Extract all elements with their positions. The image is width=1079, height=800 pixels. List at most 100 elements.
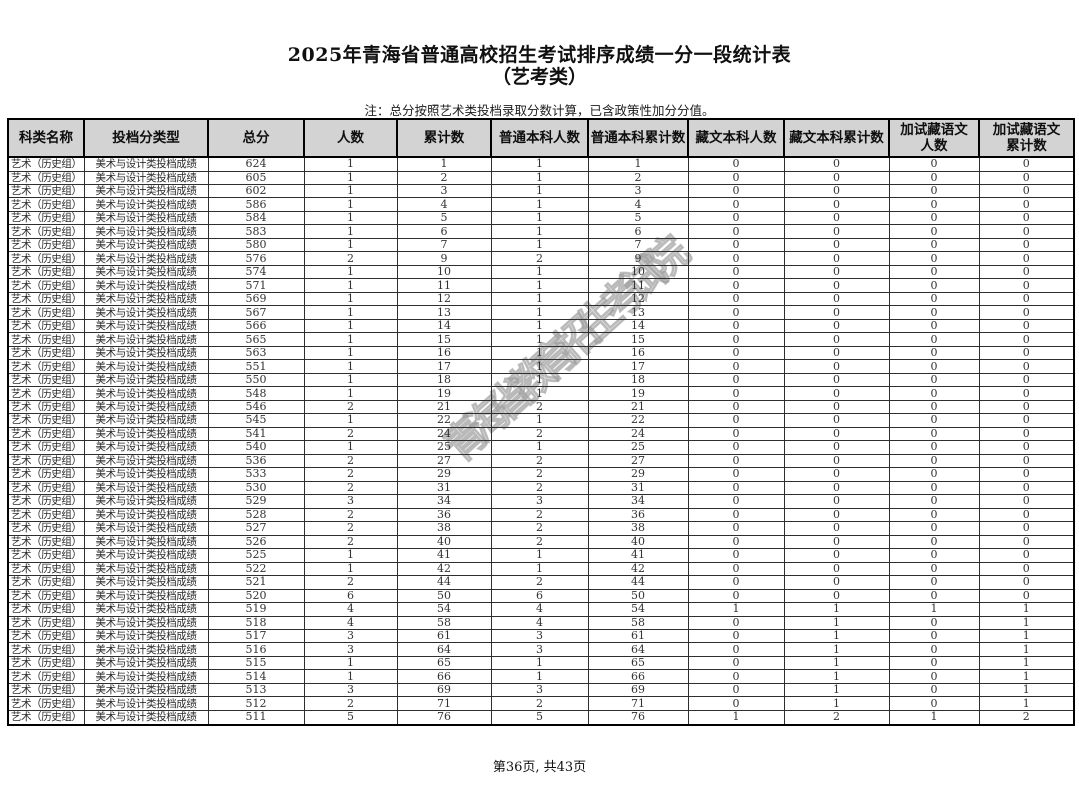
cell-tibetan-test-cumulative: 0 — [978, 440, 1075, 455]
cell-tibetan-ug-cumulative: 0 — [783, 305, 890, 320]
cell-total-score: 514 — [207, 669, 305, 684]
cell-regular-ug-cumulative: 21 — [587, 399, 689, 415]
cell-regular-ug-cumulative: 61 — [587, 628, 689, 644]
cell-count: 3 — [303, 642, 398, 657]
cell-tibetan-ug-cumulative: 0 — [783, 183, 890, 199]
cell-cumulative: 4 — [396, 197, 492, 212]
cell-regular-ug-count: 3 — [490, 682, 589, 698]
cell-total-score: 521 — [207, 575, 305, 590]
cell-regular-ug-cumulative: 15 — [587, 332, 689, 347]
cell-tibetan-test-cumulative: 0 — [978, 561, 1075, 577]
table-row: 艺术（历史组） 美术与设计类投档成绩 580 1 7 1 7 0 0 0 0 — [7, 237, 1075, 253]
cell-category: 艺术（历史组） — [7, 561, 85, 577]
cell-tibetan-test-cumulative: 0 — [978, 210, 1075, 226]
cell-cumulative: 54 — [396, 601, 492, 617]
cell-count: 2 — [303, 251, 398, 266]
cell-score-type: 美术与设计类投档成绩 — [83, 682, 209, 698]
cell-total-score: 536 — [207, 453, 305, 469]
cell-count: 1 — [303, 305, 398, 320]
cell-count: 1 — [303, 210, 398, 226]
cell-tibetan-ug-count: 0 — [687, 399, 785, 415]
cell-score-type: 美术与设计类投档成绩 — [83, 345, 209, 361]
cell-regular-ug-count: 1 — [490, 345, 589, 361]
cell-tibetan-ug-cumulative: 0 — [783, 588, 890, 604]
table-row: 艺术（历史组） 美术与设计类投档成绩 518 4 58 4 58 0 1 0 1 — [7, 615, 1075, 631]
cell-tibetan-test-cumulative: 1 — [978, 642, 1075, 657]
cell-category: 艺术（历史组） — [7, 372, 85, 388]
cell-tibetan-test-count: 0 — [888, 156, 980, 172]
cell-category: 艺术（历史组） — [7, 669, 85, 684]
cell-count: 1 — [303, 318, 398, 334]
cell-tibetan-ug-cumulative: 0 — [783, 453, 890, 469]
cell-cumulative: 22 — [396, 413, 492, 428]
cell-count: 4 — [303, 615, 398, 631]
cell-tibetan-ug-cumulative: 0 — [783, 291, 890, 307]
cell-count: 1 — [303, 561, 398, 577]
cell-cumulative: 38 — [396, 521, 492, 536]
cell-regular-ug-count: 1 — [490, 197, 589, 212]
table-row: 艺术（历史组） 美术与设计类投档成绩 513 3 69 3 69 0 1 0 1 — [7, 682, 1075, 698]
cell-total-score: 566 — [207, 318, 305, 334]
cell-category: 艺术（历史组） — [7, 251, 85, 266]
cell-regular-ug-cumulative: 13 — [587, 305, 689, 320]
cell-total-score: 530 — [207, 480, 305, 496]
cell-cumulative: 10 — [396, 264, 492, 280]
cell-tibetan-ug-count: 0 — [687, 494, 785, 509]
table-row: 艺术（历史组） 美术与设计类投档成绩 574 1 10 1 10 0 0 0 0 — [7, 264, 1075, 280]
cell-tibetan-test-count: 0 — [888, 278, 980, 293]
cell-total-score: 528 — [207, 507, 305, 523]
cell-tibetan-ug-count: 0 — [687, 561, 785, 577]
cell-tibetan-test-count: 0 — [888, 170, 980, 186]
table-row: 艺术（历史组） 美术与设计类投档成绩 583 1 6 1 6 0 0 0 0 — [7, 224, 1075, 239]
cell-category: 艺术（历史组） — [7, 264, 85, 280]
cell-score-type: 美术与设计类投档成绩 — [83, 494, 209, 509]
cell-regular-ug-count: 2 — [490, 534, 589, 550]
cell-count: 3 — [303, 682, 398, 698]
cell-total-score: 602 — [207, 183, 305, 199]
cell-regular-ug-cumulative: 12 — [587, 291, 689, 307]
cell-tibetan-ug-count: 0 — [687, 170, 785, 186]
cell-tibetan-test-count: 0 — [888, 183, 980, 199]
cell-tibetan-test-cumulative: 0 — [978, 291, 1075, 307]
cell-tibetan-ug-cumulative: 0 — [783, 548, 890, 563]
cell-total-score: 563 — [207, 345, 305, 361]
cell-regular-ug-cumulative: 6 — [587, 224, 689, 239]
cell-regular-ug-cumulative: 4 — [587, 197, 689, 212]
cell-cumulative: 41 — [396, 548, 492, 563]
cell-tibetan-ug-cumulative: 0 — [783, 372, 890, 388]
cell-tibetan-test-count: 0 — [888, 521, 980, 536]
cell-regular-ug-cumulative: 65 — [587, 655, 689, 671]
cell-regular-ug-count: 1 — [490, 224, 589, 239]
cell-tibetan-ug-cumulative: 0 — [783, 237, 890, 253]
cell-tibetan-ug-cumulative: 0 — [783, 534, 890, 550]
cell-cumulative: 16 — [396, 345, 492, 361]
cell-score-type: 美术与设计类投档成绩 — [83, 696, 209, 711]
cell-tibetan-test-count: 0 — [888, 655, 980, 671]
cell-total-score: 586 — [207, 197, 305, 212]
cell-total-score: 580 — [207, 237, 305, 253]
cell-regular-ug-count: 1 — [490, 156, 589, 172]
cell-regular-ug-count: 3 — [490, 494, 589, 509]
col-header-regular-ug-count: 普通本科人数 — [490, 118, 589, 158]
cell-tibetan-test-count: 0 — [888, 318, 980, 334]
cell-tibetan-test-count: 0 — [888, 359, 980, 374]
cell-tibetan-test-count: 0 — [888, 588, 980, 604]
cell-regular-ug-cumulative: 44 — [587, 575, 689, 590]
cell-regular-ug-count: 2 — [490, 399, 589, 415]
cell-regular-ug-cumulative: 54 — [587, 601, 689, 617]
cell-count: 2 — [303, 507, 398, 523]
cell-cumulative: 34 — [396, 494, 492, 509]
cell-tibetan-test-cumulative: 0 — [978, 224, 1075, 239]
cell-cumulative: 15 — [396, 332, 492, 347]
table-row: 艺术（历史组） 美术与设计类投档成绩 571 1 11 1 11 0 0 0 0 — [7, 278, 1075, 293]
cell-tibetan-test-count: 0 — [888, 507, 980, 523]
cell-tibetan-test-cumulative: 0 — [978, 156, 1075, 172]
cell-count: 1 — [303, 548, 398, 563]
cell-tibetan-ug-count: 1 — [687, 709, 785, 726]
cell-tibetan-ug-cumulative: 0 — [783, 156, 890, 172]
table-header-row: 科类名称 投档分类型 总分 人数 累计数 普通本科人数 普通本科累计数 藏文本科… — [7, 118, 1075, 158]
cell-regular-ug-cumulative: 7 — [587, 237, 689, 253]
cell-total-score: 583 — [207, 224, 305, 239]
cell-regular-ug-count: 1 — [490, 291, 589, 307]
cell-tibetan-ug-count: 0 — [687, 655, 785, 671]
